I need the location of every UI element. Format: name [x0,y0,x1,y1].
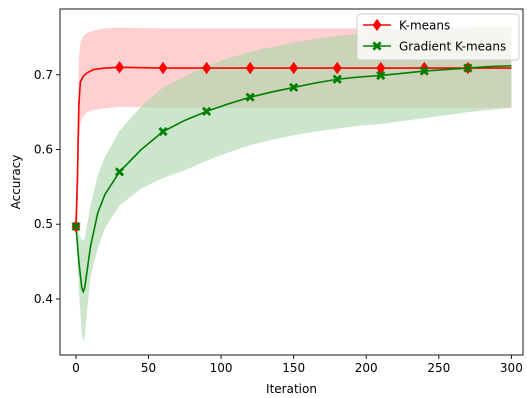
gradient-kmeans-marker [71,221,81,232]
legend: K-means Gradient K-means [356,13,520,61]
gradient-kmeans-marker [376,70,386,81]
x-axis-ticks: 0 50 100 150 200 250 300 [72,355,523,375]
kmeans-marker [202,61,212,75]
x-tick-label: 200 [355,361,378,375]
gradient-kmeans-marker [332,74,342,84]
kmeans-marker [332,61,342,75]
x-axis-label: Iteration [266,382,317,396]
legend-frame [356,13,520,61]
gradient-kmeans-marker [289,82,299,93]
y-tick-label: 0.5 [34,217,53,231]
gradient-kmeans-marker [463,63,473,73]
series-markers [71,61,473,233]
gradient-kmeans-marker [245,92,255,102]
gradient-kmeans-marker [419,66,429,76]
gradient-kmeans-marker [158,126,168,137]
y-tick-label: 0.4 [34,292,53,306]
x-tick-label: 150 [282,361,305,375]
diamond-icon [372,18,382,32]
legend-diamond-marker [372,18,382,32]
confidence-bands [75,25,512,343]
series-line-1 [75,64,512,294]
kmeans-marker [289,61,299,75]
legend-label-kmeans: K-means [399,19,450,33]
x-icon [372,41,382,51]
x-tick-label: 250 [427,361,450,375]
x-tick-label: 50 [141,361,156,375]
confidence-band-1 [75,25,512,343]
y-tick-label: 0.6 [34,142,53,156]
gradient-kmeans-marker [114,167,125,177]
x-tick-label: 100 [210,361,233,375]
series-lines [75,64,512,294]
y-axis-label: Accuracy [9,155,23,210]
series-line-0 [75,66,512,227]
y-axis-ticks: 0.4 0.5 0.6 0.7 [34,68,60,306]
kmeans-marker [158,61,168,75]
kmeans-marker [245,61,255,75]
kmeans-marker [115,61,124,74]
x-tick-label: 300 [500,361,523,375]
gradient-kmeans-marker [202,106,212,116]
x-tick-label: 0 [72,361,80,375]
legend-label-gradient-kmeans: Gradient K-means [399,40,506,54]
y-tick-label: 0.7 [34,68,53,82]
legend-x-marker [372,41,382,51]
plot-frame [59,8,524,356]
